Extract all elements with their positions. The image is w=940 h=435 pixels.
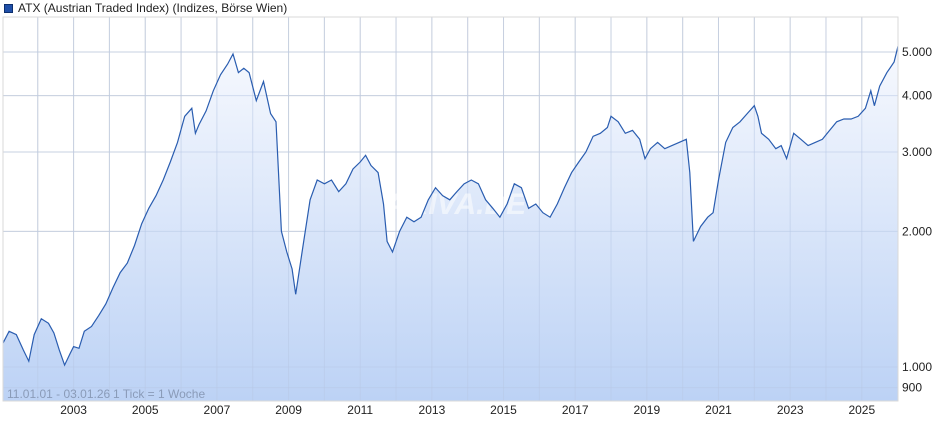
y-tick-label: 2.000 (902, 224, 932, 238)
x-tick-label: 2021 (705, 403, 732, 417)
x-tick-label: 2017 (562, 403, 589, 417)
x-tick-label: 2025 (848, 403, 875, 417)
y-tick-label: 4.000 (902, 89, 932, 103)
x-tick-label: 2015 (490, 403, 517, 417)
y-tick-label: 1.000 (902, 360, 932, 374)
y-tick-label: 5.000 (902, 45, 932, 59)
tick-interval-label: 1 Tick = 1 Woche (113, 387, 205, 401)
x-tick-label: 2005 (132, 403, 159, 417)
plot-frame (2, 16, 899, 402)
x-tick-label: 2009 (275, 403, 302, 417)
price-area (3, 46, 898, 401)
x-tick-label: 2023 (777, 403, 804, 417)
x-tick-label: 2019 (633, 403, 660, 417)
y-tick-label: 3.000 (902, 145, 932, 159)
x-tick-label: 2011 (347, 403, 373, 417)
price-line (3, 46, 898, 367)
legend-swatch (4, 3, 13, 13)
chart-legend: ATX (Austrian Traded Index) (Indizes, Bö… (4, 1, 287, 15)
x-tick-label: 2007 (204, 403, 231, 417)
date-range-label: 11.01.01 - 03.01.26 (7, 387, 111, 401)
y-tick-label: 900 (902, 381, 922, 395)
x-tick-label: 2003 (60, 403, 87, 417)
y-axis: 900 1.000 2.000 3.000 4.000 5.000 (902, 45, 932, 395)
legend-label: ATX (Austrian Traded Index) (Indizes, Bö… (18, 1, 288, 15)
x-tick-label: 2013 (419, 403, 446, 417)
x-axis: 2003 2005 2007 2009 2011 2013 2015 2017 2019 2021… (60, 403, 875, 417)
chart-grid-overlay (3, 17, 898, 401)
